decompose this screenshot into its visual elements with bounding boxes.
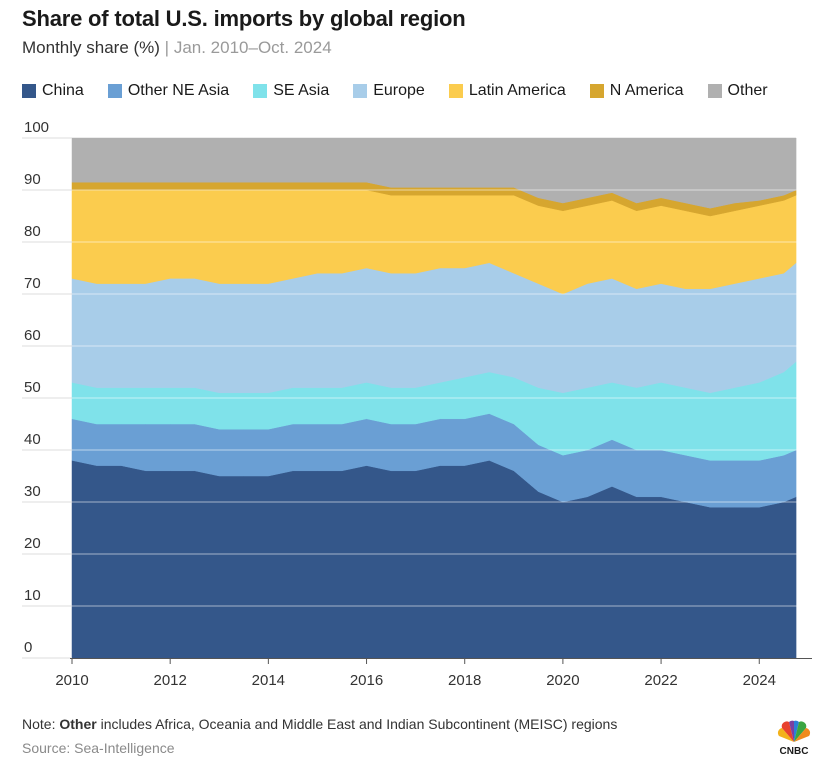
y-tick-label: 40: [24, 431, 41, 448]
legend-label: N America: [609, 82, 684, 99]
cnbc-logo: CNBC: [770, 716, 818, 760]
y-tick-label: 100: [24, 119, 49, 136]
logo-text: CNBC: [779, 746, 809, 757]
legend-label: Latin America: [468, 82, 566, 99]
legend-swatch: [707, 84, 722, 98]
y-tick-label: 30: [24, 483, 41, 500]
y-tick-label: 70: [24, 275, 41, 292]
legend-label: Other NE Asia: [127, 82, 230, 99]
legend-item-latin-america: Latin America: [448, 82, 566, 100]
x-tick-label: 2016: [350, 672, 383, 689]
legend-item-other: Other: [707, 82, 768, 100]
area-layers: [71, 137, 797, 659]
note-rest: includes Africa, Oceania and Middle East…: [96, 716, 618, 732]
gridlines: [22, 137, 800, 659]
legend-label: Europe: [373, 82, 425, 99]
y-tick-label: 90: [24, 171, 41, 188]
x-tick-label: 2012: [153, 672, 186, 689]
legend-swatch: [448, 84, 463, 98]
x-tick-label: 2010: [55, 672, 88, 689]
legend: China Other NE Asia SE Asia Europe Latin Ame…: [22, 80, 768, 102]
subtitle-separator: |: [159, 38, 174, 57]
legend-item-n-america: N America: [589, 82, 684, 100]
legend-label: SE Asia: [273, 82, 330, 99]
y-tick-label: 10: [24, 587, 41, 604]
x-tick-label: 2020: [546, 672, 579, 689]
chart-note: Note: Other includes Africa, Oceania and…: [22, 716, 617, 732]
y-tick-label: 80: [24, 223, 41, 240]
legend-swatch: [589, 84, 604, 98]
legend-swatch: [107, 84, 122, 98]
legend-label: Other: [727, 82, 768, 99]
subtitle-main: Monthly share (%): [22, 38, 160, 57]
legend-label: China: [42, 82, 84, 99]
legend-swatch: [22, 84, 36, 98]
chart-source: Source: Sea-Intelligence: [22, 740, 175, 756]
note-prefix: Note:: [22, 716, 60, 732]
x-axis-labels: 2010 2012 2014 2016 2018 2020 2022 2024: [55, 658, 776, 689]
y-tick-label: 0: [24, 639, 32, 656]
legend-swatch: [353, 84, 368, 98]
legend-item-se-asia: SE Asia: [253, 82, 329, 100]
legend-item-other-ne-asia: Other NE Asia: [107, 82, 230, 100]
x-tick-label: 2022: [644, 672, 677, 689]
x-tick-label: 2014: [252, 672, 285, 689]
chart-title: Share of total U.S. imports by global re…: [22, 6, 466, 31]
legend-item-europe: Europe: [353, 82, 425, 100]
y-tick-label: 20: [24, 535, 41, 552]
peacock-icon: [777, 720, 811, 742]
y-tick-label: 50: [24, 379, 41, 396]
legend-item-china: China: [22, 82, 84, 100]
y-axis-labels: 0 10 20 30 40 50 60 70 80 90 100: [24, 119, 49, 656]
legend-swatch: [253, 84, 268, 98]
x-tick-label: 2024: [743, 672, 776, 689]
subtitle-range: Jan. 2010–Oct. 2024: [173, 38, 332, 57]
chart-subtitle: Monthly share (%) | Jan. 2010–Oct. 2024: [22, 38, 332, 58]
note-bold: Other: [59, 716, 97, 732]
y-tick-label: 60: [24, 327, 41, 344]
x-tick-label: 2018: [448, 672, 481, 689]
